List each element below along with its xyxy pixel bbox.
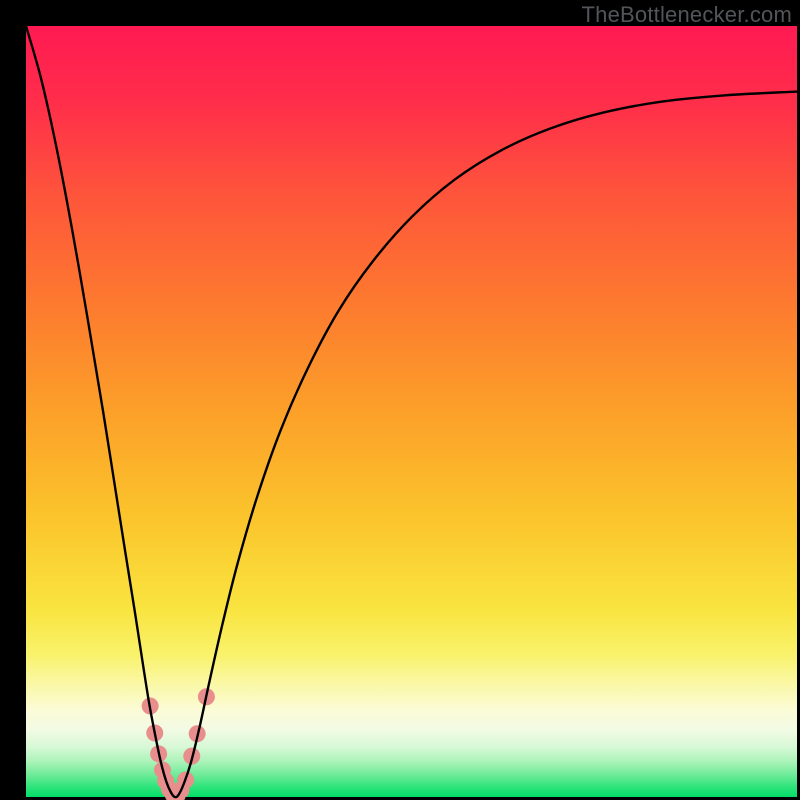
chart-stage: TheBottlenecker.com [0,0,800,800]
watermark-text: TheBottlenecker.com [582,2,792,28]
gradient-background [26,26,797,797]
